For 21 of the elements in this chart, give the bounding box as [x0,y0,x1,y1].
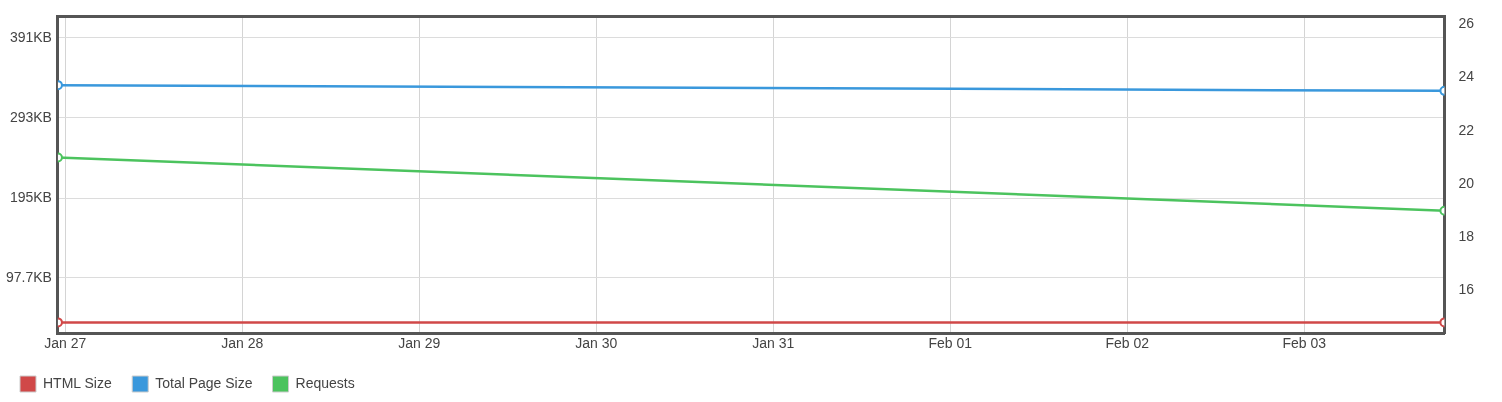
x-tick-label: Feb 03 [1282,335,1327,352]
x-tick-label: Jan 27 [44,335,87,352]
legend-label: Requests [295,374,355,391]
x-tick-label: Jan 30 [575,335,618,352]
y2-tick-label: 26 [1458,15,1475,32]
y-tick-label: 97.7KB [5,268,52,285]
x-tick-label: Jan 29 [398,335,441,352]
y2-tick-label: 20 [1458,174,1475,191]
y2-tick-label: 22 [1458,121,1475,138]
y-tick-label: 293KB [9,108,52,125]
legend-label: HTML Size [43,374,112,391]
x-tick-label: Feb 02 [1105,335,1150,352]
x-tick-label: Jan 28 [221,335,264,352]
y2-tick-label: 18 [1458,228,1475,245]
y2-tick-label: 16 [1458,281,1475,298]
y2-tick-label: 24 [1458,68,1475,85]
legend-label: Total Page Size [155,374,253,391]
y-tick-label: 391KB [9,28,52,45]
y-tick-label: 195KB [9,188,52,205]
x-tick-label: Feb 01 [928,335,973,352]
x-tick-label: Jan 31 [752,335,795,352]
